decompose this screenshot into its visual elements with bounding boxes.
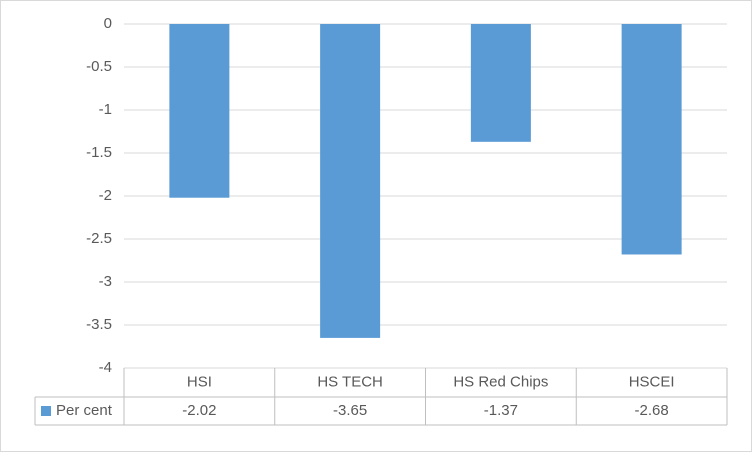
y-tick-label: -1 [99,101,112,118]
table-value: -2.02 [182,402,216,419]
legend-label: Per cent [56,402,113,419]
y-tick-label: -2 [99,187,112,204]
y-tick-label: -1.5 [86,144,112,161]
table-value: -1.37 [484,402,518,419]
y-tick-label: -3.5 [86,316,112,333]
x-tick-label: HSI [187,373,212,390]
bar [621,24,682,255]
x-tick-label: HS Red Chips [453,373,548,390]
y-tick-label: -0.5 [86,58,112,75]
table-value: -3.65 [333,402,367,419]
y-tick-label: 0 [104,15,112,32]
y-tick-label: -3 [99,273,112,290]
x-tick-label: HSCEI [629,373,675,390]
y-tick-label: -4 [99,359,112,376]
bar [169,24,230,198]
y-tick-label: -2.5 [86,230,112,247]
bar [320,24,381,338]
table-value: -2.68 [635,402,669,419]
bar [470,24,531,142]
legend-key [41,406,51,416]
x-tick-label: HS TECH [317,373,383,390]
